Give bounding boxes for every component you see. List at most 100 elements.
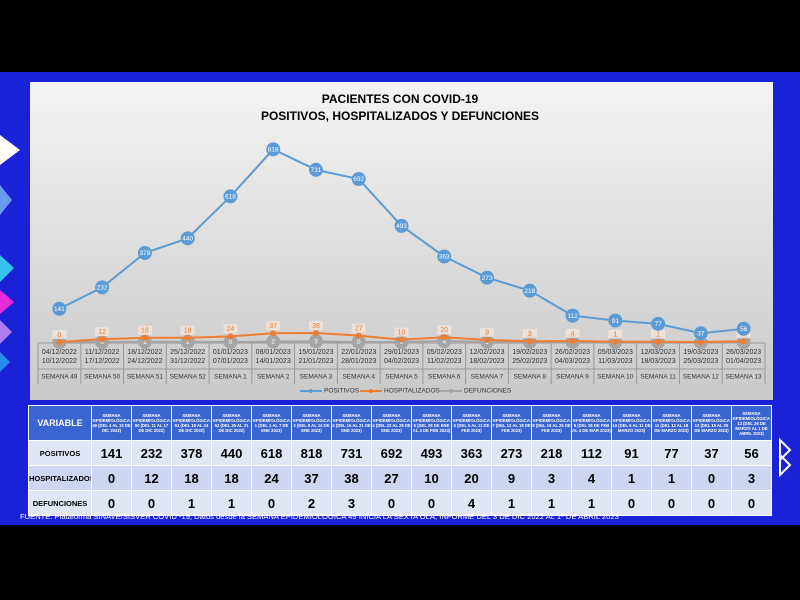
data-label: 112 xyxy=(567,313,578,320)
value-cell: 0 xyxy=(731,490,772,516)
value-cell: 38 xyxy=(331,465,372,491)
data-label: 692 xyxy=(353,176,364,183)
point xyxy=(522,283,537,298)
value-cell: 363 xyxy=(451,440,492,466)
point xyxy=(95,280,110,295)
value-cell: 0 xyxy=(131,490,172,516)
x-date-end: 10/12/2022 xyxy=(42,358,77,365)
point xyxy=(441,334,448,341)
header-cell: SEMANA EPIDEMIOLÓGICA 11 (DEL 12 AL 18 D… xyxy=(651,405,692,441)
data-label: 440 xyxy=(182,236,193,243)
value-cell: 0 xyxy=(91,490,132,516)
point xyxy=(312,330,319,337)
header-cell: SEMANA EPIDEMIOLÓGICA 1 (DEL 1 AL 7 DE E… xyxy=(251,405,292,441)
value-cell: 18 xyxy=(171,465,212,491)
value-cell: 0 xyxy=(691,465,732,491)
x-date-end: 11/03/2023 xyxy=(598,358,633,365)
x-date-end: 18/03/2023 xyxy=(641,358,676,365)
value-cell: 0 xyxy=(411,490,452,516)
x-tick-label: SEMANA 3 xyxy=(300,374,333,381)
value-cell: 440 xyxy=(211,440,252,466)
header-cell: SEMANA EPIDEMIOLÓGICA 6 (DEL 5 AL 11 DE … xyxy=(451,405,492,441)
value-cell: 618 xyxy=(251,440,292,466)
point xyxy=(569,338,576,345)
value-cell: 9 xyxy=(491,465,532,491)
x-tick-label: SEMANA 1 xyxy=(214,374,247,381)
value-cell: 1 xyxy=(611,465,652,491)
point xyxy=(484,336,491,343)
header-cell: SEMANA EPIDEMIOLÓGICA 51 (DEL 18 AL 24 D… xyxy=(171,405,212,441)
point xyxy=(308,334,323,349)
point xyxy=(693,326,708,341)
x-date-start: 19/03/2023 xyxy=(683,349,718,356)
header-cell: SEMANA EPIDEMIOLÓGICA 9 (DEL 26 DE FEB A… xyxy=(571,405,612,441)
x-tick-label: SEMANA 2 xyxy=(257,374,290,381)
value-cell: 3 xyxy=(331,490,372,516)
label-box xyxy=(522,329,537,339)
x-tick-label: SEMANA 8 xyxy=(514,374,547,381)
value-cell: 112 xyxy=(571,440,612,466)
data-label: 4 xyxy=(571,331,575,338)
data-label: 363 xyxy=(439,254,450,261)
data-label: 37 xyxy=(697,331,705,338)
point xyxy=(137,245,152,260)
header-cell: SEMANA EPIDEMIOLÓGICA 5 (DEL 29 DE ENE A… xyxy=(411,405,452,441)
data-label: 1 xyxy=(143,339,147,346)
value-cell: 731 xyxy=(331,440,372,466)
x-date-start: 01/01/2023 xyxy=(213,349,248,356)
point xyxy=(266,334,281,349)
decor xyxy=(0,135,792,478)
label-box xyxy=(394,327,409,337)
data-row: POSITIVOS 141 232 378 440 618 818 731 692 493 363 2… xyxy=(28,440,772,466)
point xyxy=(612,338,619,345)
x-date-end: 04/02/2023 xyxy=(384,358,419,365)
data-label: 232 xyxy=(97,285,108,292)
data-label: 141 xyxy=(54,306,65,313)
label-box xyxy=(223,324,238,334)
value-cell: 1 xyxy=(651,465,692,491)
x-date-start: 29/01/2023 xyxy=(384,349,419,356)
point xyxy=(308,162,323,177)
data-label: 1 xyxy=(656,332,660,339)
x-date-end: 17/12/2022 xyxy=(85,358,120,365)
chart-title: PACIENTES CON COVID-19 xyxy=(322,92,479,106)
x-date-end: 25/03/2023 xyxy=(683,358,718,365)
data-label: 77 xyxy=(654,321,662,328)
legend-swatch xyxy=(369,389,373,393)
value-cell: 218 xyxy=(531,440,572,466)
point xyxy=(355,332,362,339)
label-box xyxy=(180,325,195,335)
header-cell: SEMANA EPIDEMIOLÓGICA 7 (DEL 12 AL 18 DE… xyxy=(491,405,532,441)
legend-label: POSITIVOS xyxy=(324,388,360,395)
label-box xyxy=(137,325,152,335)
x-date-start: 22/01/2023 xyxy=(341,349,376,356)
point xyxy=(266,142,281,157)
x-date-start: 08/01/2023 xyxy=(256,349,291,356)
value-cell: 0 xyxy=(691,490,732,516)
point xyxy=(398,336,405,343)
data-label: 91 xyxy=(612,318,620,325)
point xyxy=(655,338,662,345)
data-label: 731 xyxy=(311,167,322,174)
data-label: 3 xyxy=(314,339,318,346)
x-date-end: 01/04/2023 xyxy=(726,358,761,365)
x-date-end: 28/01/2023 xyxy=(341,358,376,365)
point xyxy=(227,333,234,340)
value-cell: 10 xyxy=(411,465,452,491)
x-date-end: 31/12/2022 xyxy=(170,358,205,365)
value-cell: 692 xyxy=(371,440,412,466)
value-cell: 2 xyxy=(291,490,332,516)
x-date-start: 26/03/2023 xyxy=(726,349,761,356)
x-date-end: 21/01/2023 xyxy=(298,358,333,365)
legend-label: DEFUNCIONES xyxy=(464,388,512,395)
header-cell: SEMANA EPIDEMIOLÓGICA 49 (DEL 4 AL 10 DE… xyxy=(91,405,132,441)
data-label: 618 xyxy=(225,194,236,201)
header-cell: SEMANA EPIDEMIOLÓGICA 4 (DEL 22 AL 28 DE… xyxy=(371,405,412,441)
x-date-start: 15/01/2023 xyxy=(298,349,333,356)
value-cell: 0 xyxy=(651,490,692,516)
value-cell: 18 xyxy=(211,465,252,491)
point xyxy=(223,189,238,204)
value-cell: 1 xyxy=(571,490,612,516)
value-cell: 3 xyxy=(731,465,772,491)
point xyxy=(736,321,751,336)
